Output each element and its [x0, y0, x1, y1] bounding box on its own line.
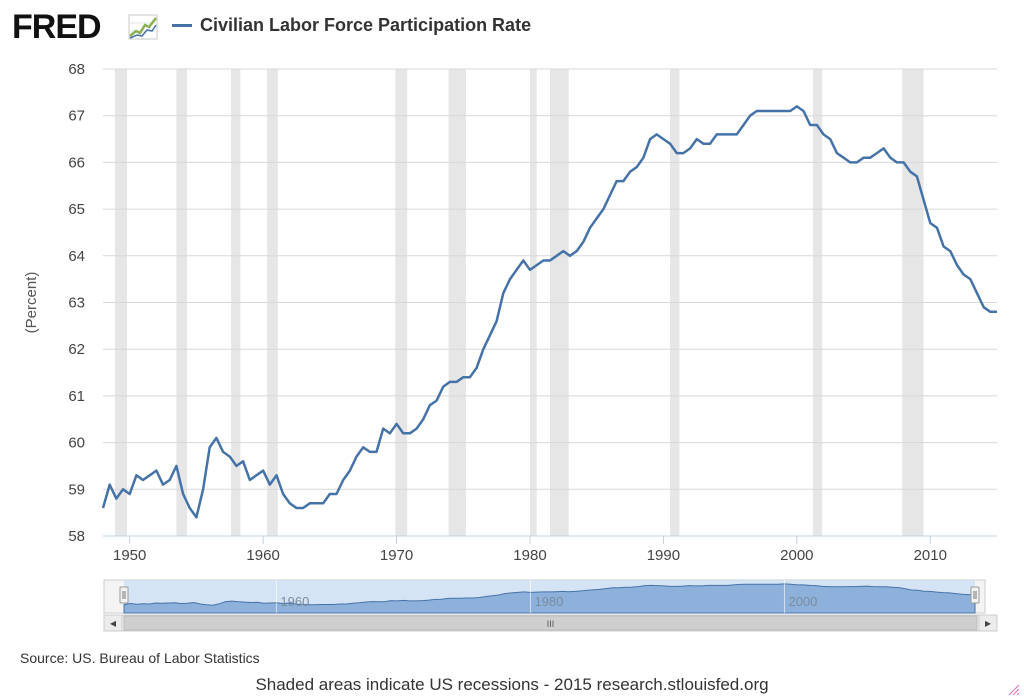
x-tick-label: 2000: [780, 547, 813, 564]
x-tick-label: 1950: [113, 547, 146, 564]
x-tick-label: 2010: [914, 547, 947, 564]
chevron-right-icon: ▸: [985, 616, 991, 630]
legend-label: Civilian Labor Force Participation Rate: [200, 15, 532, 35]
handle-body: [970, 586, 980, 604]
y-tick-label: 61: [68, 388, 85, 405]
source-note: Source: US. Bureau of Labor Statistics: [20, 650, 260, 666]
y-tick-label: 59: [68, 481, 85, 498]
navigator-series-area: [123, 583, 976, 614]
navigator-handle-left[interactable]: [119, 586, 129, 604]
y-tick-label: 63: [68, 295, 85, 312]
navigator-tick-label: 1960: [280, 594, 309, 609]
scrollbar[interactable]: III ◂ ▸: [103, 614, 998, 632]
y-tick-label: 60: [68, 435, 85, 452]
series-line: [101, 105, 997, 519]
y-axis-label: (Percent): [23, 272, 40, 334]
navigator-handle-right[interactable]: [970, 586, 980, 604]
recession-note[interactable]: Shaded areas indicate US recessions - 20…: [255, 675, 769, 694]
series-layer: [101, 105, 997, 519]
fred-logo[interactable]: FRED: [12, 8, 102, 46]
scroll-left-button[interactable]: [103, 614, 123, 632]
x-tick-label: 1980: [513, 547, 546, 564]
x-tick-label: 1970: [380, 547, 413, 564]
x-tick-label: 1960: [246, 547, 279, 564]
navigator-ticks: 1960 1980 2000: [275, 580, 817, 613]
legend-swatch: [172, 24, 192, 27]
y-tick-label: 66: [68, 154, 85, 171]
scrollbar-grip: III: [547, 619, 555, 629]
y-tick-label: 68: [68, 61, 85, 78]
chart-legend[interactable]: Civilian Labor Force Participation Rate: [172, 15, 531, 36]
chart-header: FRED Civilian Labor Force Participation …: [0, 0, 1024, 52]
navigator-tick-label: 1980: [534, 594, 563, 609]
scrollbar-thumb[interactable]: [123, 615, 978, 631]
scroll-right-button[interactable]: [978, 614, 998, 632]
y-tick-label: 62: [68, 341, 85, 358]
y-tick-label: 64: [68, 248, 85, 265]
handle-body: [119, 586, 129, 604]
x-tick-label: 1990: [647, 547, 680, 564]
navigator-tick-label: 2000: [788, 594, 817, 609]
y-tick-label: 65: [68, 201, 85, 218]
y-axis-ticks: 58 59 60 61 62 63 64 65 66 67 68: [68, 61, 85, 545]
resize-corner-icon: [1008, 684, 1020, 696]
x-axis-ticks: 1950 1960 1970 1980 1990 2000 2010: [103, 535, 997, 564]
y-tick-label: 58: [68, 528, 85, 545]
y-tick-label: 67: [68, 108, 85, 125]
chevron-left-icon: ◂: [110, 616, 116, 630]
range-navigator[interactable]: 1960 1980 2000: [103, 579, 986, 614]
line-chart-icon: [128, 14, 158, 40]
